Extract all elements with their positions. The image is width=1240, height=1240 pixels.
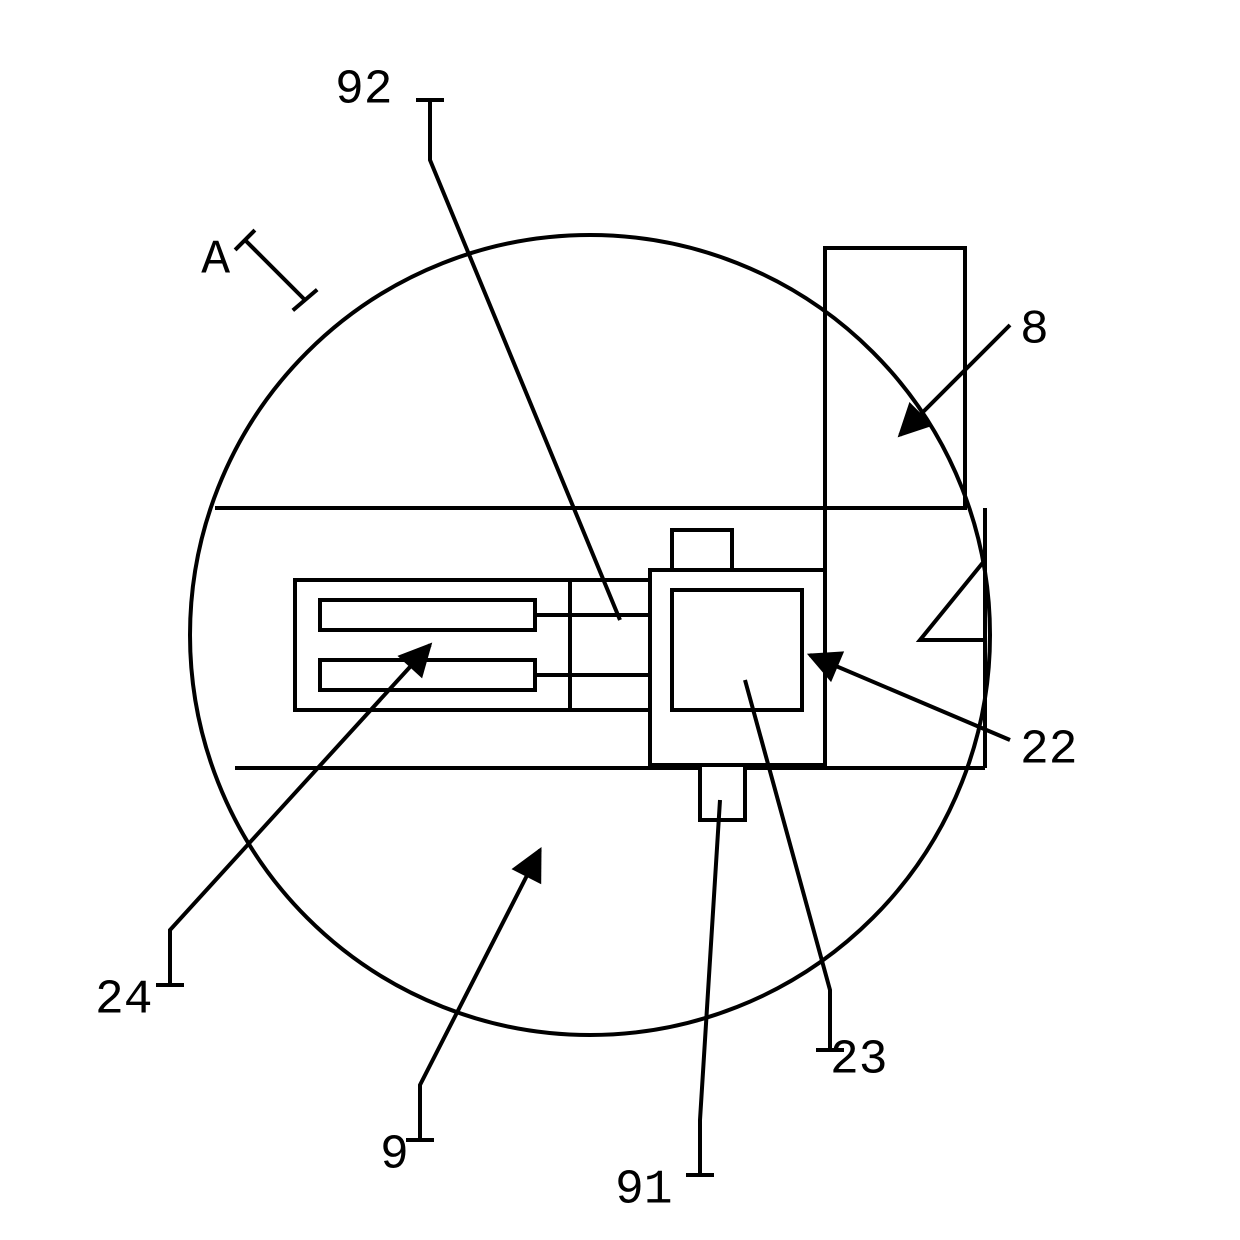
label-24: 24	[95, 974, 153, 1028]
label-91: 91	[615, 1164, 673, 1218]
label-8: 8	[1020, 304, 1049, 358]
label-92: 92	[335, 64, 393, 118]
label-9: 9	[380, 1129, 409, 1183]
label-23: 23	[830, 1034, 888, 1088]
label-22: 22	[1020, 724, 1078, 778]
label-A: A	[201, 234, 230, 288]
